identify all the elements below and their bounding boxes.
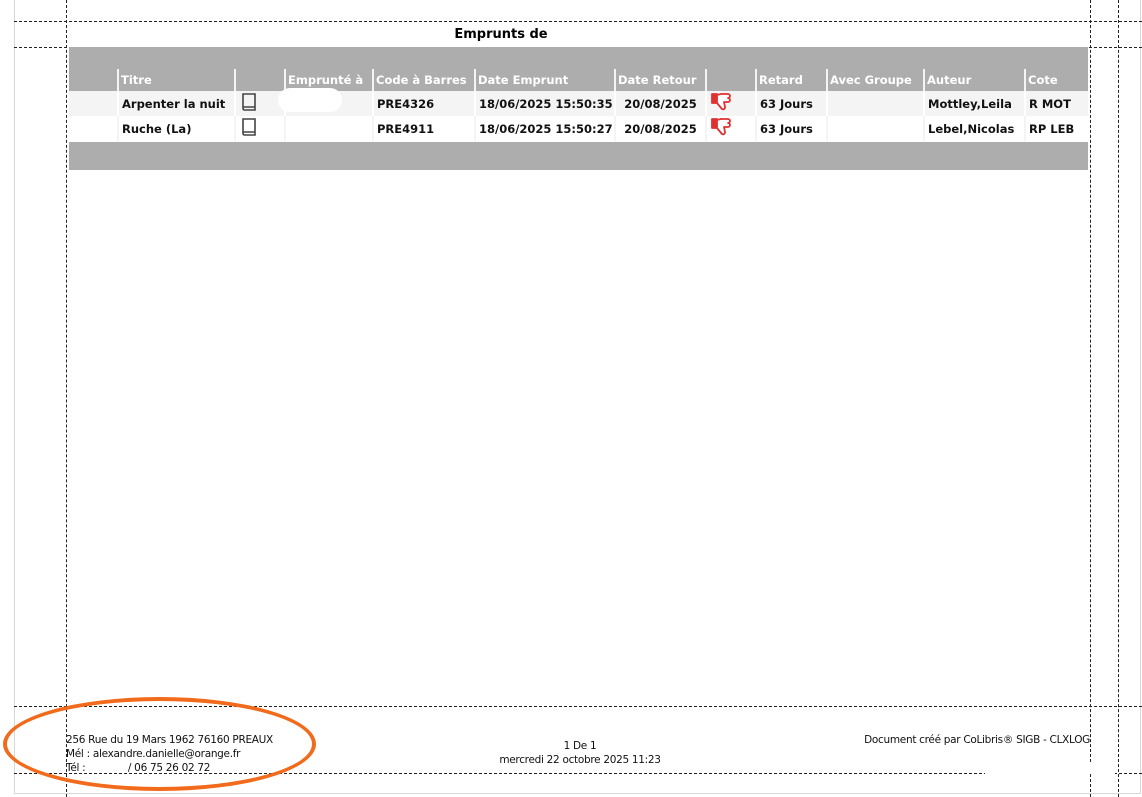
column-header [69, 69, 118, 91]
margin-guide [14, 773, 1142, 774]
thumbs-down-icon [711, 93, 731, 111]
column-header-date-emprunt[interactable]: Date Emprunt [474, 69, 615, 91]
footer-center: 1 De 1 mercredi 22 octobre 2025 11:23 [430, 739, 730, 767]
thumbs-down-icon [711, 118, 731, 136]
column-header-retard[interactable]: Retard [755, 69, 827, 91]
date-retour-cell: 20/08/2025 [614, 116, 706, 141]
report-page [14, 0, 1141, 794]
column-header-groupe[interactable]: Avec Groupe [826, 69, 924, 91]
margin-guide [66, 0, 67, 797]
header-band [69, 47, 1088, 69]
groupe-cell [826, 91, 924, 116]
report-title: Emprunts de [454, 27, 548, 42]
column-header-auteur[interactable]: Auteur [923, 69, 1025, 91]
column-header-titre[interactable]: Titre [117, 69, 235, 91]
column-header-cote[interactable]: Cote [1024, 69, 1088, 91]
column-header [234, 69, 285, 91]
titre-cell: Ruche (La) [117, 116, 235, 141]
redaction [985, 764, 1115, 774]
column-header-code[interactable]: Code à Barres [372, 69, 475, 91]
footer-credit: Document créé par CoLibris® SIGB - CLXLO… [864, 734, 1090, 746]
column-header-date-retour[interactable]: Date Retour [614, 69, 706, 91]
footer-band [69, 142, 1088, 170]
column-header [705, 69, 756, 91]
table-header: Titre Emprunté à Code à Barres Date Empr… [69, 69, 1088, 91]
cote-cell: R MOT [1024, 91, 1088, 116]
annotation-ellipse [3, 697, 316, 791]
date-emprunt-cell: 18/06/2025 15:50:35 [474, 91, 615, 116]
column-header-emprunte[interactable]: Emprunté à [284, 69, 373, 91]
page-number: 1 De 1 [563, 740, 597, 752]
auteur-cell: Lebel,Nicolas [923, 116, 1025, 141]
table-row[interactable]: Ruche (La) PRE4911 18/06/2025 15:50:27 2… [69, 116, 1088, 141]
book-icon [242, 93, 256, 111]
print-date: mercredi 22 octobre 2025 11:23 [499, 754, 661, 766]
cote-cell: RP LEB [1024, 116, 1088, 141]
retard-cell: 63 Jours [755, 91, 827, 116]
auteur-cell: Mottley,Leila [923, 91, 1025, 116]
code-cell: PRE4326 [372, 91, 475, 116]
margin-guide [1090, 0, 1091, 797]
date-emprunt-cell: 18/06/2025 15:50:27 [474, 116, 615, 141]
margin-guide [14, 706, 1142, 707]
date-retour-cell: 20/08/2025 [614, 91, 706, 116]
book-icon [242, 118, 256, 136]
margin-guide [1118, 0, 1119, 797]
loans-table: Titre Emprunté à Code à Barres Date Empr… [69, 69, 1088, 141]
margin-guide [14, 21, 1142, 22]
table-row[interactable]: Arpenter la nuit PRE4326 18/06/2025 15:5… [69, 91, 1088, 116]
groupe-cell [826, 116, 924, 141]
redaction [278, 88, 342, 112]
retard-cell: 63 Jours [755, 116, 827, 141]
code-cell: PRE4911 [372, 116, 475, 141]
emprunte-cell [284, 116, 373, 141]
titre-cell: Arpenter la nuit [117, 91, 235, 116]
